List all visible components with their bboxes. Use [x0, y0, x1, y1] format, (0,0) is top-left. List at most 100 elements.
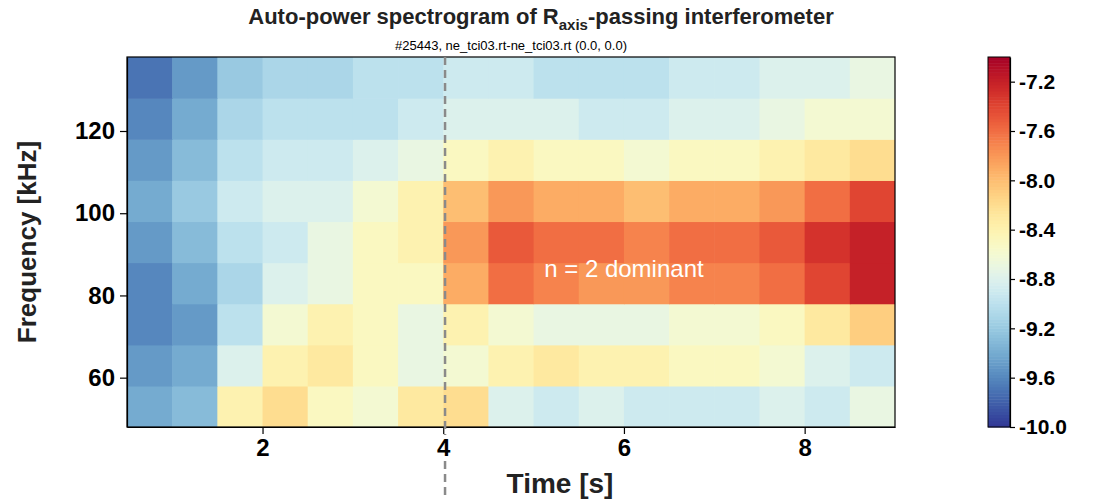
- colorbar-segment: [988, 103, 1010, 107]
- colorbar-segment: [988, 285, 1010, 289]
- heatmap-cell: [217, 304, 263, 346]
- heatmap-cell: [263, 263, 309, 305]
- colorbar-segment: [988, 224, 1010, 228]
- colorbar-segment: [988, 273, 1010, 277]
- heatmap-cell: [805, 221, 851, 263]
- heatmap-cell: [624, 386, 670, 427]
- heatmap-cell: [714, 57, 760, 99]
- colorbar-segment: [988, 294, 1010, 298]
- colorbar-segment: [988, 405, 1010, 409]
- heatmap-cell: [579, 98, 625, 140]
- colorbar-segment: [988, 159, 1010, 163]
- heatmap-cell: [579, 57, 625, 99]
- title-part: Auto-power spectrogram of R: [248, 4, 559, 29]
- heatmap-cell: [850, 263, 895, 305]
- colorbar-segment: [988, 359, 1010, 363]
- colorbar-segment: [988, 409, 1010, 413]
- colorbar-tick: -8.0: [1010, 169, 1055, 192]
- colorbar-tick-mark: [1010, 131, 1015, 132]
- heatmap-cell: [534, 139, 580, 181]
- heatmap-cell: [263, 345, 309, 387]
- heatmap-cell: [263, 221, 309, 263]
- colorbar-segment: [988, 415, 1010, 419]
- colorbar-segment: [988, 88, 1010, 92]
- subtitle: #25443, ne_tci03.rt-ne_tci03.rt (0.0, 0.…: [395, 38, 627, 53]
- heatmap-cell: [217, 386, 263, 427]
- colorbar-segment: [988, 97, 1010, 101]
- heatmap-cell: [172, 221, 218, 263]
- y-tick: 100: [75, 199, 127, 226]
- colorbar-tick-mark: [1010, 378, 1015, 379]
- colorbar-segment: [988, 356, 1010, 360]
- heatmap-cell: [172, 304, 218, 346]
- colorbar-segment: [988, 171, 1010, 175]
- heatmap-cell: [308, 263, 354, 305]
- heatmap-cell: [127, 221, 173, 263]
- colorbar-segment: [988, 91, 1010, 95]
- colorbar-segment: [988, 390, 1010, 394]
- heatmap-cell: [534, 345, 580, 387]
- colorbar-segment: [988, 76, 1010, 80]
- heatmap-cell: [217, 221, 263, 263]
- heatmap-cell: [759, 98, 805, 140]
- vertical-marker: [444, 57, 447, 435]
- colorbar-segment: [988, 276, 1010, 280]
- heatmap-cell: [579, 180, 625, 222]
- heatmap-cell: [488, 221, 534, 263]
- colorbar-tick: -9.6: [1010, 366, 1055, 389]
- colorbar-segment: [988, 270, 1010, 274]
- colorbar-tick-mark: [1010, 230, 1015, 231]
- heatmap-cell: [353, 386, 399, 427]
- heatmap-cell: [263, 180, 309, 222]
- heatmap-cell: [714, 221, 760, 263]
- colorbar-segment: [988, 291, 1010, 295]
- heatmap-cell: [353, 304, 399, 346]
- colorbar-tick-label: -8.0: [1019, 169, 1055, 192]
- colorbar-segment: [988, 362, 1010, 366]
- heatmap-cell: [624, 57, 670, 99]
- colorbar-segment: [988, 119, 1010, 123]
- colorbar-segment: [988, 279, 1010, 283]
- y-axis: 6080100120: [75, 58, 128, 428]
- heatmap-cell: [308, 57, 354, 99]
- colorbar-segment: [988, 344, 1010, 348]
- colorbar-segment: [988, 137, 1010, 141]
- heatmap-cell: [443, 221, 489, 263]
- heatmap-cell: [579, 345, 625, 387]
- colorbar-segment: [988, 69, 1010, 73]
- heatmap-cell: [759, 386, 805, 427]
- colorbar-segment: [988, 421, 1010, 425]
- colorbar-tick-mark: [1010, 328, 1015, 329]
- colorbar-tick-mark: [1010, 82, 1015, 83]
- y-tick: 60: [88, 364, 127, 391]
- colorbar-segment: [988, 267, 1010, 271]
- heatmap-cell: [172, 180, 218, 222]
- heatmap-cell: [850, 345, 895, 387]
- colorbar-segment: [988, 128, 1010, 132]
- heatmap-cell: [127, 304, 173, 346]
- heatmap-cell: [850, 98, 895, 140]
- y-axis-line: [127, 58, 128, 428]
- colorbar-segment: [988, 396, 1010, 400]
- colorbar-segment: [988, 341, 1010, 345]
- heatmap-cell: [263, 57, 309, 99]
- colorbar-segment: [988, 313, 1010, 317]
- heatmap-cell: [353, 180, 399, 222]
- heatmap-cell: [172, 345, 218, 387]
- x-tick-mark: [262, 427, 263, 434]
- x-tick-mark: [805, 427, 806, 434]
- y-tick-mark: [120, 131, 127, 132]
- colorbar-segment: [988, 180, 1010, 184]
- colorbar-segment: [988, 335, 1010, 339]
- colorbar-segment: [988, 350, 1010, 354]
- y-tick-label: 100: [75, 199, 115, 226]
- colorbar-tick: -7.2: [1010, 70, 1055, 93]
- colorbar-tick-mark: [1010, 427, 1015, 428]
- colorbar: [988, 57, 1010, 428]
- heatmap-cell: [398, 57, 444, 99]
- annotation: n = 2 dominant: [544, 255, 704, 282]
- heatmap-cell: [488, 263, 534, 305]
- x-tick-label: 4: [437, 434, 451, 461]
- x-tick-label: 8: [798, 434, 811, 461]
- colorbar-segment: [988, 236, 1010, 240]
